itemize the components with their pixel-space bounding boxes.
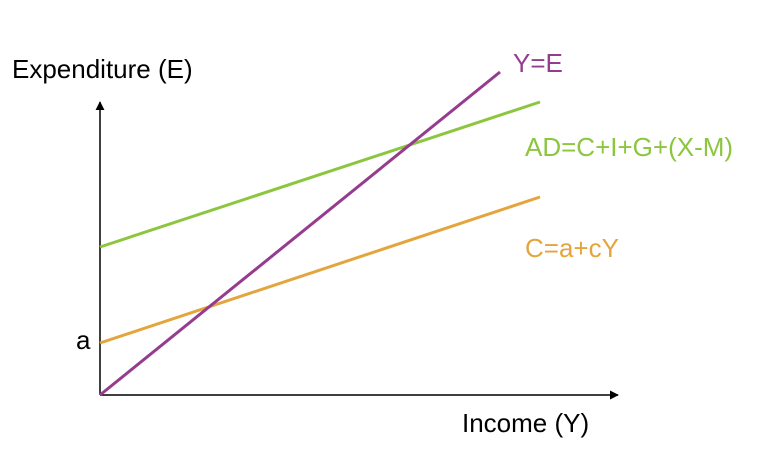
line-label: Y=E xyxy=(513,48,563,78)
forty-five-line xyxy=(99,70,501,397)
ad-line xyxy=(99,100,541,249)
consumption-line xyxy=(99,195,541,345)
intercept-label: a xyxy=(76,325,91,355)
line-label: C=a+cY xyxy=(525,233,619,263)
x-axis-label: Income (Y) xyxy=(462,408,589,438)
line-label: AD=C+I+G+(X-M) xyxy=(525,132,733,162)
y-axis-label: Expenditure (E) xyxy=(12,54,193,84)
